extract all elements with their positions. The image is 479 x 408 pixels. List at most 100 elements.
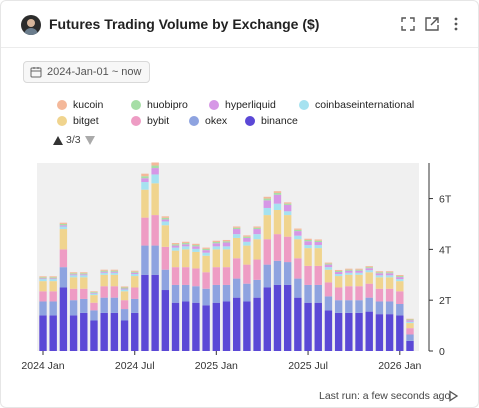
bar-segment-bybit[interactable]: [110, 286, 119, 298]
bar-segment-hyperliquid[interactable]: [90, 292, 98, 294]
bar-segment-bitget[interactable]: [90, 295, 98, 303]
bar-segment-kucoin[interactable]: [192, 243, 200, 246]
bar-segment-kucoin[interactable]: [334, 269, 343, 271]
bar-segment-binance[interactable]: [110, 312, 119, 351]
bar-segment-okex[interactable]: [273, 260, 282, 285]
bar-segment-binance[interactable]: [222, 301, 231, 351]
bar-segment-huobipro[interactable]: [365, 267, 373, 269]
bar-segment-bitget[interactable]: [80, 277, 88, 289]
bar-segment-bybit[interactable]: [80, 288, 88, 299]
bar-segment-bitget[interactable]: [253, 239, 261, 260]
bar-segment-okex[interactable]: [304, 284, 312, 303]
bar-segment-hyperliquid[interactable]: [406, 320, 414, 322]
bar-segment-kucoin[interactable]: [59, 222, 68, 224]
bar-segment-okex[interactable]: [171, 284, 180, 303]
bar-segment-okex[interactable]: [202, 288, 210, 306]
bar-segment-binance[interactable]: [141, 274, 149, 351]
bar-segment-bybit[interactable]: [59, 249, 68, 268]
bar-segment-bitget[interactable]: [273, 210, 282, 235]
bar-segment-hyperliquid[interactable]: [151, 168, 159, 175]
bar-segment-bybit[interactable]: [182, 267, 190, 285]
bar-segment-hyperliquid[interactable]: [161, 219, 170, 222]
bar-segment-bitget[interactable]: [375, 277, 384, 289]
bar-segment-coinbaseinternational[interactable]: [80, 275, 88, 278]
bar-segment-coinbaseinternational[interactable]: [69, 275, 78, 278]
bar-segment-kucoin[interactable]: [314, 239, 322, 241]
bar-segment-coinbaseinternational[interactable]: [283, 211, 292, 216]
bar-segment-kucoin[interactable]: [212, 240, 221, 243]
bar-segment-bitget[interactable]: [202, 255, 210, 273]
bar-segment-coinbaseinternational[interactable]: [202, 252, 210, 256]
bar-segment-binance[interactable]: [90, 320, 98, 351]
bar-segment-huobipro[interactable]: [283, 203, 292, 205]
bar-segment-kucoin[interactable]: [355, 268, 363, 270]
bar-segment-binance[interactable]: [304, 302, 312, 351]
bar-segment-huobipro[interactable]: [39, 277, 47, 279]
bar-segment-huobipro[interactable]: [314, 240, 322, 243]
bar-segment-hyperliquid[interactable]: [131, 272, 139, 275]
bar-segment-hyperliquid[interactable]: [80, 274, 88, 276]
bar-segment-bybit[interactable]: [273, 234, 282, 261]
bar-segment-huobipro[interactable]: [69, 273, 78, 275]
bar-segment-hyperliquid[interactable]: [49, 278, 57, 280]
legend-item-binance[interactable]: binance: [245, 115, 298, 127]
bar-segment-hyperliquid[interactable]: [283, 204, 292, 212]
bar-segment-hyperliquid[interactable]: [273, 194, 282, 204]
legend-item-bybit[interactable]: bybit: [131, 115, 169, 127]
bar-segment-okex[interactable]: [90, 310, 98, 321]
bar-segment-binance[interactable]: [120, 320, 129, 351]
bar-segment-hyperliquid[interactable]: [39, 278, 47, 280]
bar-segment-kucoin[interactable]: [396, 275, 404, 277]
bar-segment-bitget[interactable]: [141, 189, 149, 218]
bar-segment-okex[interactable]: [232, 278, 241, 298]
bar-segment-bybit[interactable]: [90, 302, 98, 311]
bar-segment-bybit[interactable]: [334, 287, 343, 301]
bar-segment-bitget[interactable]: [355, 274, 363, 287]
bar-segment-okex[interactable]: [222, 284, 231, 302]
avatar[interactable]: [21, 15, 41, 35]
bar-segment-bitget[interactable]: [314, 248, 322, 266]
bar-segment-bybit[interactable]: [253, 259, 261, 280]
bar-segment-okex[interactable]: [283, 262, 292, 285]
bar-segment-bitget[interactable]: [161, 225, 170, 247]
bar-segment-huobipro[interactable]: [141, 176, 149, 179]
bar-segment-okex[interactable]: [314, 284, 322, 303]
bar-segment-bybit[interactable]: [192, 268, 200, 287]
bar-segment-kucoin[interactable]: [171, 243, 180, 245]
bar-segment-kucoin[interactable]: [69, 272, 78, 274]
bar-segment-bybit[interactable]: [232, 258, 241, 279]
bar-segment-binance[interactable]: [232, 297, 241, 351]
bar-segment-hyperliquid[interactable]: [120, 288, 129, 290]
bar-segment-bybit[interactable]: [396, 291, 404, 304]
bar-segment-bybit[interactable]: [355, 286, 363, 301]
bar-segment-coinbaseinternational[interactable]: [222, 246, 231, 250]
bar-segment-huobipro[interactable]: [345, 269, 353, 271]
bar-segment-hyperliquid[interactable]: [396, 277, 404, 280]
bar-segment-binance[interactable]: [283, 284, 292, 351]
bar-segment-bybit[interactable]: [345, 286, 353, 301]
bar-segment-bitget[interactable]: [324, 269, 333, 283]
bar-segment-okex[interactable]: [365, 297, 373, 312]
bar-segment-bybit[interactable]: [151, 215, 159, 246]
bar-segment-kucoin[interactable]: [406, 318, 414, 320]
bar-segment-huobipro[interactable]: [80, 273, 88, 275]
bar-segment-kucoin[interactable]: [151, 162, 159, 166]
bar-segment-binance[interactable]: [39, 315, 47, 351]
bar-segment-okex[interactable]: [39, 301, 47, 316]
bar-segment-binance[interactable]: [131, 312, 139, 351]
run-icon[interactable]: [447, 389, 459, 402]
bar-segment-hyperliquid[interactable]: [304, 241, 312, 246]
bar-segment-hyperliquid[interactable]: [222, 242, 231, 247]
bar-segment-coinbaseinternational[interactable]: [334, 274, 343, 277]
bar-segment-bitget[interactable]: [345, 274, 353, 287]
bar-segment-coinbaseinternational[interactable]: [120, 289, 129, 292]
bar-segment-okex[interactable]: [406, 334, 414, 341]
bar-segment-coinbaseinternational[interactable]: [110, 272, 119, 275]
bar-segment-okex[interactable]: [385, 301, 394, 315]
bar-segment-kucoin[interactable]: [80, 272, 88, 274]
bar-segment-bitget[interactable]: [232, 237, 241, 259]
bar-segment-huobipro[interactable]: [396, 276, 404, 278]
bar-segment-coinbaseinternational[interactable]: [90, 293, 98, 296]
bar-segment-huobipro[interactable]: [192, 245, 200, 247]
bar-segment-okex[interactable]: [334, 300, 343, 313]
